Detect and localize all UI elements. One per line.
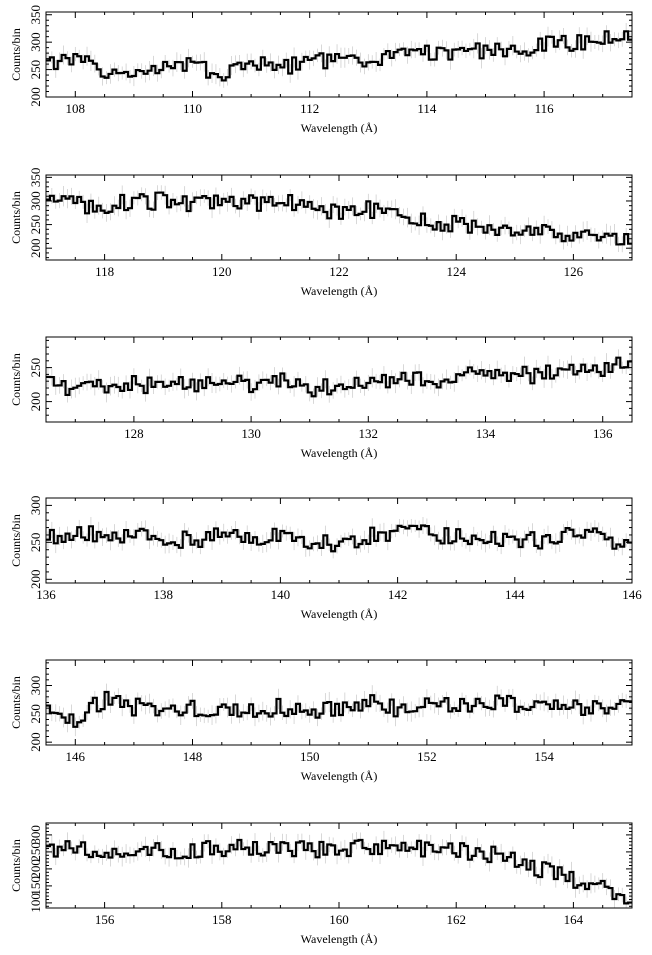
- x-tick-label: 162: [446, 912, 466, 927]
- y-axis: 200 250 300 350: [28, 5, 632, 107]
- y-axis: 200 250: [28, 339, 632, 423]
- x-tick-label: 124: [446, 264, 466, 279]
- x-axis-title: Wavelength (Å): [301, 769, 378, 783]
- x-tick-label: 118: [95, 264, 114, 279]
- x-tick-label: 148: [183, 749, 203, 764]
- y-axis-title: Counts/bin: [9, 191, 23, 244]
- y-tick-label: 200: [28, 859, 43, 879]
- x-axis-title: Wavelength (Å): [301, 121, 378, 135]
- x-tick-label: 146: [66, 749, 86, 764]
- spectrum-panel-1: 108 110 112 114 116 200 250 300 350 Wavelength (Å…: [9, 5, 633, 135]
- x-tick-label: 146: [622, 587, 642, 602]
- x-tick-label: 134: [476, 426, 496, 441]
- x-tick-label: 144: [505, 587, 525, 602]
- x-tick-label: 120: [212, 264, 232, 279]
- y-axis-title: Counts/bin: [9, 839, 23, 892]
- spectrum-panel-6: 156 158 160 162 164100150200250300Wavelength…: [9, 822, 633, 946]
- y-tick-label: 250: [28, 215, 43, 235]
- x-tick-label: 164: [564, 912, 584, 927]
- x-tick-label: 136: [36, 587, 56, 602]
- x-axis-title: Wavelength (Å): [301, 607, 378, 621]
- x-tick-label: 112: [300, 101, 319, 116]
- y-tick-label: 200: [28, 238, 43, 258]
- spectrum-panel-2: 118 120 122 124 126 200 250 300 350 Wavelength (Å…: [9, 168, 633, 298]
- x-tick-label: 140: [271, 587, 291, 602]
- x-tick-label: 142: [388, 587, 408, 602]
- y-tick-label: 250: [28, 60, 43, 80]
- y-tick-label: 250: [28, 842, 43, 862]
- spectrum-line: [46, 838, 632, 905]
- x-axis-title: Wavelength (Å): [301, 446, 378, 460]
- y-axis-title: Counts/bin: [9, 28, 23, 81]
- y-axis-title: Counts/bin: [9, 676, 23, 729]
- y-tick-label: 300: [28, 676, 43, 696]
- y-tick-label: 200: [28, 87, 43, 107]
- x-tick-label: 154: [534, 749, 554, 764]
- y-tick-label: 200: [28, 570, 43, 590]
- x-axis: 128 130 132 134 136: [45, 337, 633, 441]
- y-axis-title: Counts/bin: [9, 353, 23, 406]
- y-tick-label: 250: [28, 533, 43, 553]
- x-tick-label: 136: [593, 426, 613, 441]
- x-tick-label: 110: [183, 101, 202, 116]
- x-axis: 118 120 122 124 126: [45, 175, 633, 279]
- y-axis: 200 250 300 350: [28, 168, 632, 259]
- x-tick-label: 114: [417, 101, 437, 116]
- y-tick-label: 250: [28, 704, 43, 724]
- x-axis: 108 110 112 114 116: [45, 12, 633, 116]
- y-tick-label: 200: [28, 392, 43, 412]
- spectrum-panel-4: 136 138 140 142 144 146 200 250 300 Wavelength (Å…: [9, 496, 642, 621]
- y-tick-label: 150: [28, 876, 43, 896]
- x-axis: 136 138 140 142 144 146: [36, 498, 642, 602]
- x-tick-label: 160: [329, 912, 349, 927]
- y-tick-label: 200: [28, 732, 43, 752]
- y-axis-title: Counts/bin: [9, 514, 23, 567]
- x-tick-label: 156: [95, 912, 115, 927]
- spectrum-line: [46, 30, 632, 82]
- x-tick-label: 126: [564, 264, 584, 279]
- spectrum-line: [46, 356, 632, 398]
- x-tick-label: 116: [535, 101, 555, 116]
- spectrum-line: [46, 690, 632, 728]
- y-tick-label: 350: [28, 168, 43, 188]
- x-tick-label: 122: [329, 264, 349, 279]
- y-axis: 200 250 300: [28, 662, 632, 752]
- x-tick-label: 150: [300, 749, 320, 764]
- x-tick-label: 158: [212, 912, 232, 927]
- spectrum-line: [46, 524, 632, 553]
- x-tick-label: 138: [153, 587, 173, 602]
- x-axis-title: Wavelength (Å): [301, 932, 378, 946]
- y-tick-label: 300: [28, 32, 43, 52]
- y-tick-label: 100: [28, 893, 43, 913]
- spectrum-panel-5: 146 148 150 152 154 200 250 300 Wavelength (Å) Co…: [9, 659, 633, 783]
- x-axis: 156 158 160 162 164: [45, 823, 633, 927]
- y-tick-label: 300: [28, 496, 43, 516]
- y-tick-label: 250: [28, 358, 43, 378]
- x-axis: 146 148 150 152 154: [45, 660, 633, 764]
- spectrum-line: [46, 191, 632, 246]
- y-axis: 200 250 300: [28, 496, 632, 589]
- y-tick-label: 300: [28, 825, 43, 845]
- x-tick-label: 152: [417, 749, 437, 764]
- y-tick-label: 300: [28, 191, 43, 211]
- x-axis-title: Wavelength (Å): [301, 284, 378, 298]
- x-tick-label: 128: [124, 426, 144, 441]
- x-tick-label: 132: [359, 426, 379, 441]
- x-tick-label: 130: [241, 426, 261, 441]
- x-tick-label: 108: [66, 101, 86, 116]
- y-tick-label: 350: [28, 5, 43, 25]
- spectrum-panel-3: 128 130 132 134 136 200 250 Wavelength (Å) Count…: [9, 336, 633, 460]
